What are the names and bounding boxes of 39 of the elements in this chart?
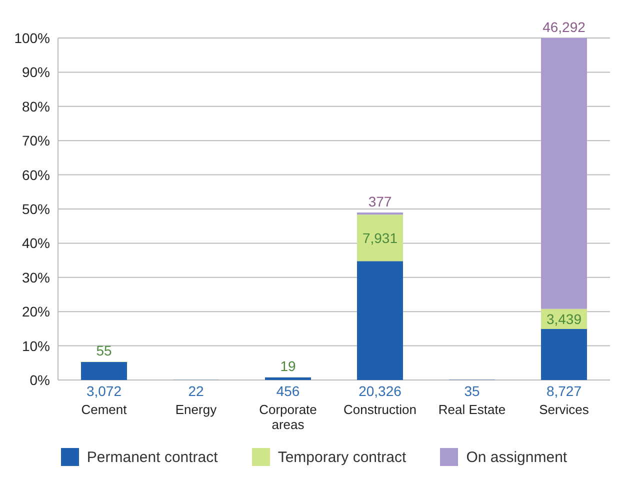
- data-label: 46,292: [542, 19, 586, 35]
- bar: [357, 212, 403, 215]
- x-tick-label: Cement: [81, 402, 128, 417]
- data-label: 3,072: [86, 383, 122, 399]
- y-tick-label: 100%: [14, 30, 50, 46]
- y-tick-label: 90%: [22, 64, 50, 80]
- data-label: 456: [276, 383, 300, 399]
- data-label: 377: [368, 193, 392, 210]
- bar: [265, 377, 311, 380]
- y-tick-label: 20%: [22, 304, 50, 320]
- x-tick-label: Real Estate: [438, 402, 506, 417]
- bar: [357, 214, 403, 262]
- y-tick-label: 40%: [22, 235, 50, 252]
- y-tick-label: 80%: [22, 98, 50, 114]
- bar: [81, 362, 127, 380]
- y-tick-label: 70%: [22, 132, 50, 149]
- data-label: 35: [464, 383, 480, 399]
- y-tick-label: 50%: [22, 200, 50, 217]
- y-tick-label: 60%: [22, 166, 50, 183]
- bar: [357, 261, 403, 380]
- bar: [541, 38, 587, 309]
- legend-label: Temporary contract: [278, 448, 406, 466]
- data-label: 19: [280, 358, 296, 374]
- data-label: 22: [188, 383, 204, 399]
- legend-label: Permanent contract: [86, 448, 218, 466]
- data-label: 20,326: [358, 383, 402, 399]
- data-label: 7,931: [362, 230, 398, 246]
- y-tick-label: 30%: [22, 269, 50, 286]
- y-tick-label: 10%: [22, 338, 50, 354]
- x-tick-label: Corporate areas: [259, 402, 317, 432]
- bar: [541, 328, 587, 380]
- legend-label: On assignment: [466, 448, 568, 466]
- data-label: 3,439: [546, 310, 582, 327]
- data-label: 8,727: [546, 383, 582, 399]
- data-label: 55: [96, 342, 112, 359]
- x-tick-label: Construction: [344, 402, 416, 417]
- y-tick-label: 0%: [30, 372, 50, 388]
- x-tick-label: Services: [539, 402, 590, 417]
- x-tick-label: Energy: [175, 402, 218, 417]
